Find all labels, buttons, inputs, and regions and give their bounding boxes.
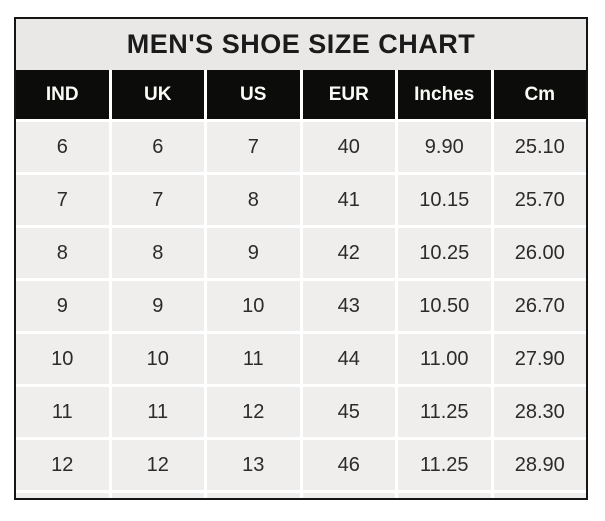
table-cell: 9.90 <box>398 122 491 172</box>
table-cell: 11.25 <box>398 440 491 490</box>
table-cell: 10 <box>111 334 204 384</box>
table-title: MEN'S SHOE SIZE CHART <box>16 19 586 70</box>
column-header-us: US <box>207 70 300 119</box>
filler-strip <box>16 493 109 498</box>
table-cell: 6 <box>16 122 109 172</box>
table-cell: 7 <box>16 175 109 225</box>
table-cell: 12 <box>207 387 300 437</box>
table-cell: 8 <box>111 228 204 278</box>
filler-strip <box>493 493 586 498</box>
table-cell: 10.25 <box>398 228 491 278</box>
filler-strip <box>207 493 300 498</box>
table-cell: 41 <box>302 175 395 225</box>
filler-strip <box>111 493 204 498</box>
column-header-cm: Cm <box>493 70 586 119</box>
filler-strip <box>398 493 491 498</box>
table-cell: 12 <box>16 440 109 490</box>
table-cell: 45 <box>302 387 395 437</box>
table-cell: 7 <box>111 175 204 225</box>
table-cell: 11 <box>207 334 300 384</box>
filler-strip <box>302 493 395 498</box>
table-cell: 9 <box>207 228 300 278</box>
table-cell: 9 <box>16 281 109 331</box>
table-cell: 11 <box>111 387 204 437</box>
table-cell: 28.30 <box>493 387 586 437</box>
table-cell: 27.90 <box>493 334 586 384</box>
column-header-eur: EUR <box>302 70 395 119</box>
table-cell: 10.50 <box>398 281 491 331</box>
column-header-uk: UK <box>111 70 204 119</box>
table-cell: 6 <box>111 122 204 172</box>
table-cell: 46 <box>302 440 395 490</box>
table-cell: 26.00 <box>493 228 586 278</box>
table-cell: 25.10 <box>493 122 586 172</box>
table-cell: 26.70 <box>493 281 586 331</box>
table-cell: 7 <box>207 122 300 172</box>
table-cell: 11.00 <box>398 334 491 384</box>
table-cell: 9 <box>111 281 204 331</box>
table-cell: 13 <box>207 440 300 490</box>
column-header-ind: IND <box>16 70 109 119</box>
table-cell: 10 <box>207 281 300 331</box>
table-cell: 25.70 <box>493 175 586 225</box>
table-cell: 12 <box>111 440 204 490</box>
shoe-size-chart: MEN'S SHOE SIZE CHART IND UK US EUR Inches Cm… <box>14 17 588 500</box>
table-cell: 10.15 <box>398 175 491 225</box>
table-cell: 11.25 <box>398 387 491 437</box>
table-cell: 28.90 <box>493 440 586 490</box>
table-cell: 11 <box>16 387 109 437</box>
table-cell: 42 <box>302 228 395 278</box>
table-cell: 8 <box>207 175 300 225</box>
table-cell: 40 <box>302 122 395 172</box>
size-table-grid: IND UK US EUR Inches Cm 6 6 7 40 9.90 25.10 7 7 8 41 10.… <box>16 70 586 498</box>
table-cell: 8 <box>16 228 109 278</box>
table-cell: 43 <box>302 281 395 331</box>
table-cell: 44 <box>302 334 395 384</box>
table-cell: 10 <box>16 334 109 384</box>
column-header-inches: Inches <box>398 70 491 119</box>
